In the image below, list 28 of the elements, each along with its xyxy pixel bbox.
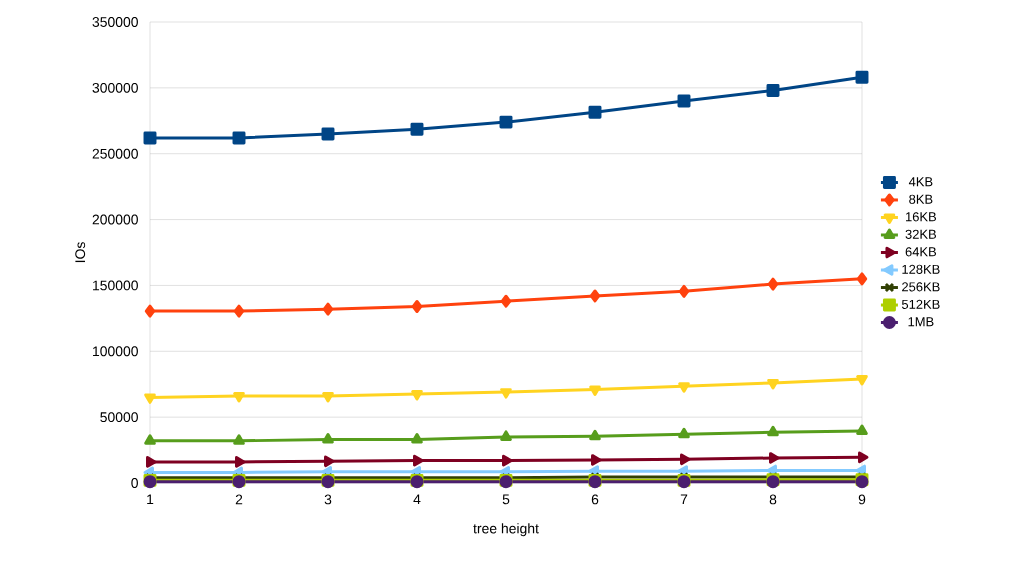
- y-axis-title: IOs: [75, 242, 86, 263]
- legend-label: 128KB: [902, 264, 940, 274]
- legend-label: 512KB: [901, 299, 940, 309]
- legend-label: 8KB: [909, 194, 933, 204]
- y-tick-label: 150000: [93, 280, 138, 291]
- y-tick-label: 0: [131, 478, 138, 488]
- y-tick-label: 300000: [92, 82, 138, 93]
- x-tick-label: 1: [147, 494, 154, 505]
- x-tick-label: 9: [858, 494, 866, 505]
- x-tick-label: 2: [235, 494, 243, 505]
- legend-label: 32KB: [905, 229, 937, 239]
- y-tick-label: 350000: [92, 17, 138, 27]
- x-tick-label: 8: [769, 494, 777, 505]
- x-axis-title: tree height: [473, 523, 539, 537]
- legend-label: 256KB: [902, 282, 940, 292]
- x-tick-label: 3: [324, 494, 332, 505]
- y-tick-label: 200000: [92, 214, 138, 225]
- x-tick-label: 4: [413, 494, 421, 505]
- legend-label: 64KB: [905, 247, 937, 257]
- y-tick-label: 50000: [100, 412, 138, 423]
- x-tick-label: 7: [680, 494, 688, 505]
- x-tick-label: 5: [502, 494, 510, 505]
- x-tick-label: 6: [591, 494, 599, 505]
- y-tick-label: 100000: [93, 346, 138, 357]
- y-tick-label: 250000: [92, 148, 138, 159]
- legend-label: 1MB: [908, 317, 934, 327]
- legend-label: 4KB: [908, 177, 933, 187]
- legend-label: 16KB: [906, 212, 937, 222]
